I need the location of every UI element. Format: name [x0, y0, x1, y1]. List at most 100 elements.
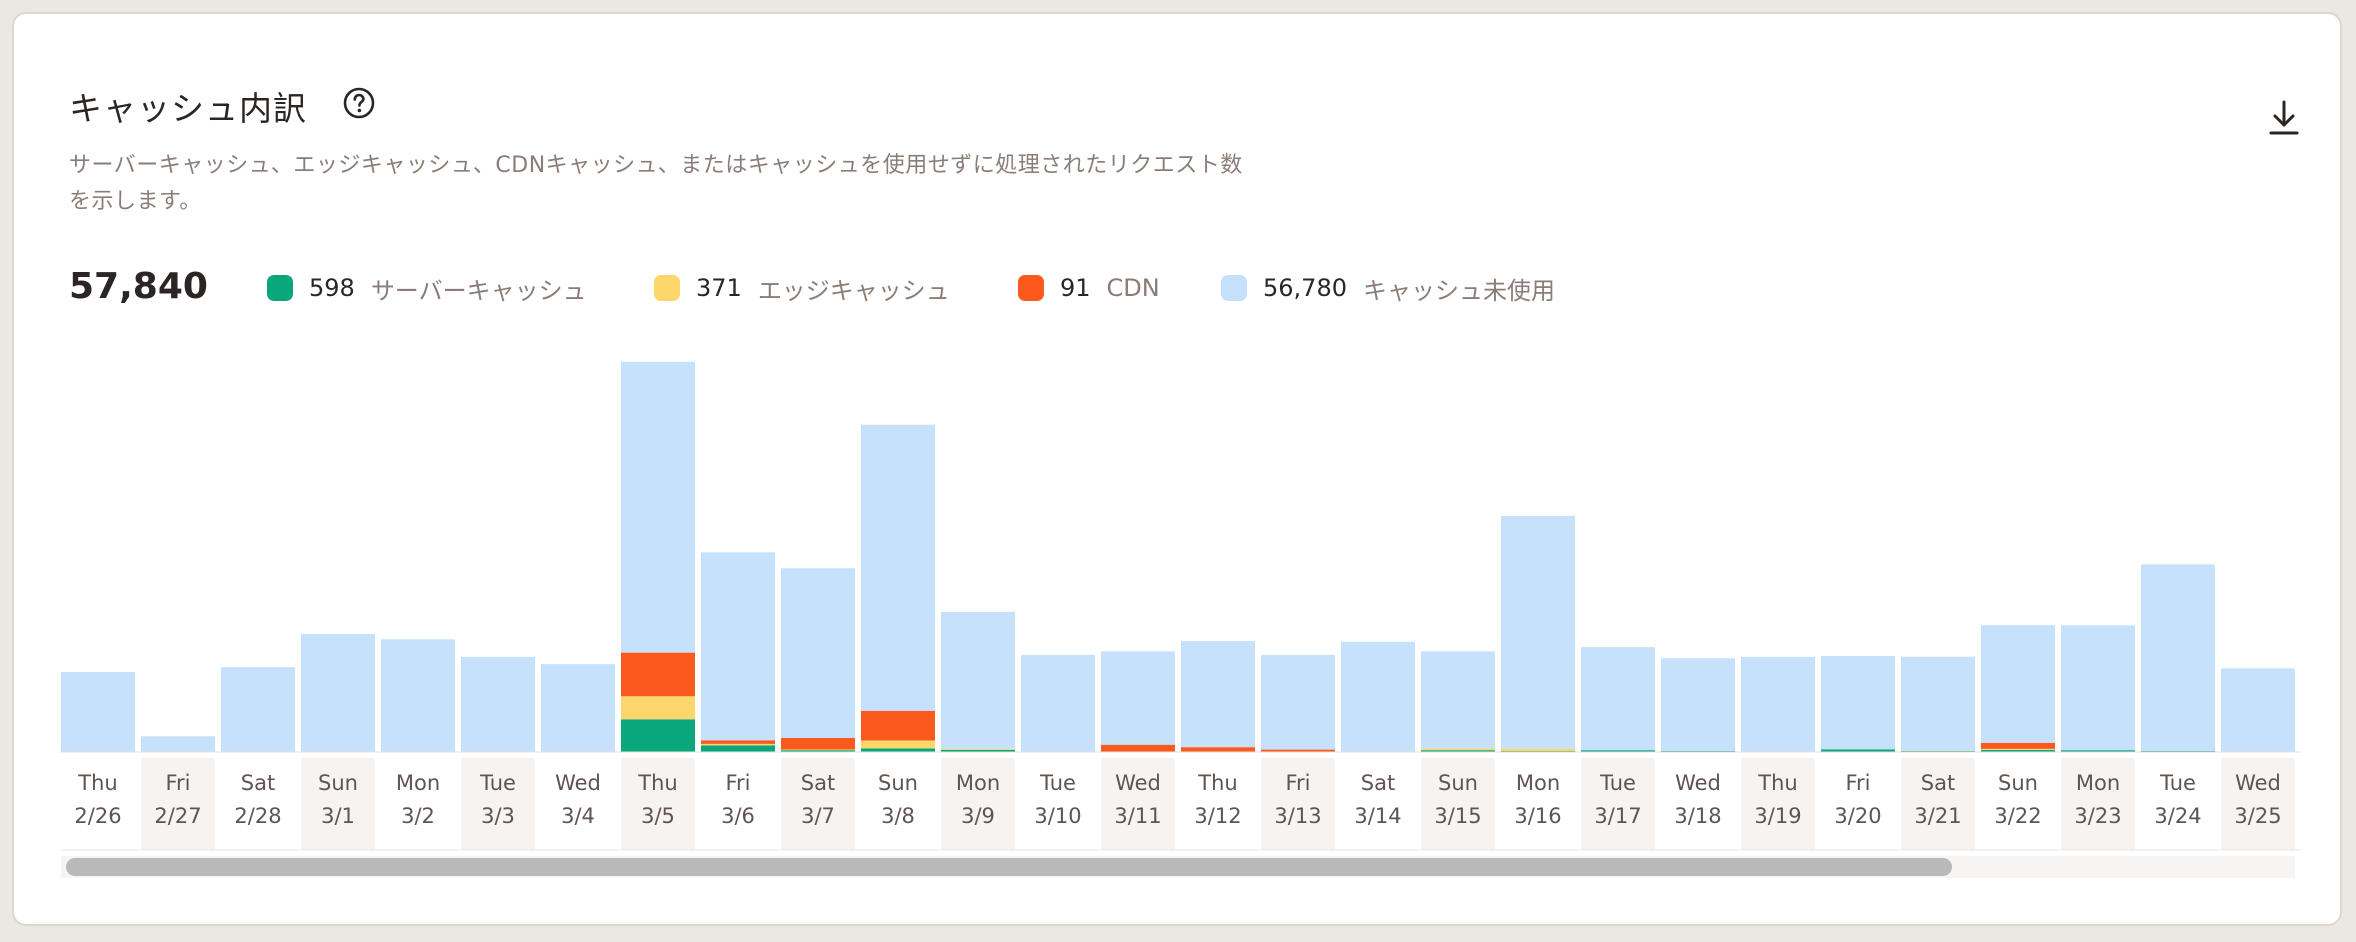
bar-segment[interactable]: [1821, 656, 1895, 750]
bar-segment[interactable]: [781, 568, 855, 738]
x-tick-date: 3/7: [801, 804, 835, 828]
x-tick-weekday: Wed: [1115, 771, 1161, 795]
bar-segment[interactable]: [1101, 744, 1175, 752]
legend-label: エッジキャッシュ: [757, 276, 950, 305]
bar-segment[interactable]: [1181, 747, 1255, 752]
x-tick-date: 3/16: [1514, 804, 1561, 828]
bar-segment[interactable]: [1901, 656, 1975, 751]
x-tick-date: 3/2: [401, 804, 435, 828]
x-tick-date: 3/19: [1754, 804, 1801, 828]
x-tick-date: 3/3: [481, 804, 515, 828]
x-tick-weekday: Fri: [1845, 771, 1870, 795]
bar-segment[interactable]: [861, 748, 935, 752]
bar-segment[interactable]: [141, 736, 215, 752]
x-tick-date: 3/18: [1674, 804, 1721, 828]
bar-segment[interactable]: [781, 749, 855, 751]
bar-segment[interactable]: [701, 745, 775, 752]
bar-segment[interactable]: [2221, 668, 2295, 752]
legend-swatch: [1018, 275, 1044, 301]
legend-label: キャッシュ未使用: [1362, 276, 1555, 305]
bar-segment[interactable]: [1581, 750, 1655, 752]
bar-segment[interactable]: [1341, 641, 1415, 752]
bar-segment[interactable]: [1261, 655, 1335, 750]
date-label-bg: [1261, 758, 1335, 850]
x-tick-weekday: Fri: [1285, 771, 1310, 795]
x-tick-date: 3/8: [881, 804, 915, 828]
x-tick-date: 3/13: [1274, 804, 1321, 828]
bar-segment[interactable]: [701, 740, 775, 744]
bar-segment[interactable]: [2061, 625, 2135, 751]
x-tick-date: 3/10: [1034, 804, 1081, 828]
bar-segment[interactable]: [781, 750, 855, 752]
bar-segment[interactable]: [1741, 656, 1815, 752]
horizontal-scrollbar-thumb[interactable]: [66, 858, 1952, 876]
x-tick-date: 3/1: [321, 804, 355, 828]
bar-segment[interactable]: [1101, 651, 1175, 745]
bar-segment[interactable]: [1421, 651, 1495, 749]
bar-segment[interactable]: [1821, 749, 1895, 752]
x-tick-weekday: Sun: [1438, 771, 1478, 795]
bar-segment[interactable]: [2141, 564, 2215, 752]
x-tick-date: 3/21: [1914, 804, 1961, 828]
download-icon[interactable]: [2267, 98, 2301, 138]
bar-segment[interactable]: [1261, 749, 1335, 752]
bar-segment[interactable]: [1661, 658, 1735, 752]
bar-segment[interactable]: [381, 639, 455, 752]
x-tick-weekday: Tue: [1599, 771, 1636, 795]
bar-segment[interactable]: [621, 652, 695, 697]
date-label-bg: [2221, 758, 2295, 850]
bar-segment[interactable]: [941, 749, 1015, 752]
x-tick-weekday: Sun: [878, 771, 918, 795]
x-tick-date: 3/6: [721, 804, 755, 828]
x-tick-weekday: Wed: [555, 771, 601, 795]
bar-segment[interactable]: [941, 611, 1015, 749]
x-tick-weekday: Sat: [241, 771, 275, 795]
bar-segment[interactable]: [781, 737, 855, 750]
bar-segment[interactable]: [541, 664, 615, 752]
bar-segment[interactable]: [221, 667, 295, 752]
bar-segment[interactable]: [1581, 647, 1655, 751]
bar-segment[interactable]: [621, 696, 695, 720]
bar-segment[interactable]: [1421, 750, 1495, 752]
x-tick-weekday: Mon: [956, 771, 1000, 795]
x-tick-date: 3/25: [2234, 804, 2281, 828]
x-tick-date: 3/9: [961, 804, 995, 828]
bar-segment[interactable]: [621, 719, 695, 752]
date-label-bg: [1901, 758, 1975, 850]
date-label-bg: [301, 758, 375, 850]
bar-segment[interactable]: [461, 656, 535, 752]
help-icon[interactable]: [342, 86, 376, 120]
bar-segment[interactable]: [701, 552, 775, 741]
bar-segment[interactable]: [1501, 748, 1575, 752]
bar-segment[interactable]: [1421, 748, 1495, 751]
x-tick-date: 3/5: [641, 804, 675, 828]
bar-segment[interactable]: [861, 740, 935, 749]
bar-segment[interactable]: [1981, 748, 2055, 750]
bar-segment[interactable]: [61, 672, 135, 752]
date-label-bg: [1741, 758, 1815, 850]
bar-segment[interactable]: [1981, 625, 2055, 743]
bar-segment[interactable]: [861, 424, 935, 711]
date-label-bg: [141, 758, 215, 850]
bar-segment[interactable]: [861, 710, 935, 741]
bar-segment[interactable]: [701, 743, 775, 746]
x-tick-date: 3/20: [1834, 804, 1881, 828]
bar-segment[interactable]: [1981, 742, 2055, 749]
x-tick-weekday: Sun: [1998, 771, 2038, 795]
bar-segment[interactable]: [1021, 655, 1095, 752]
date-label-bg: [941, 758, 1015, 850]
x-tick-date: 3/17: [1594, 804, 1641, 828]
bar-segment[interactable]: [1181, 641, 1255, 748]
legend-swatch: [267, 275, 293, 301]
legend-item-cdn: 91 CDN: [1018, 270, 1160, 306]
bar-segment[interactable]: [1501, 515, 1575, 749]
legend-count: 598: [309, 274, 355, 302]
card-description: サーバーキャッシュ、エッジキャッシュ、CDNキャッシュ、またはキャッシュを使用せ…: [69, 153, 1243, 214]
legend-swatch: [654, 275, 680, 301]
bar-segment[interactable]: [1981, 749, 2055, 752]
bar-segment[interactable]: [941, 748, 1015, 750]
x-tick-weekday: Thu: [1757, 771, 1797, 795]
bar-segment[interactable]: [301, 634, 375, 752]
bar-segment[interactable]: [2061, 750, 2135, 752]
bar-segment[interactable]: [621, 361, 695, 653]
